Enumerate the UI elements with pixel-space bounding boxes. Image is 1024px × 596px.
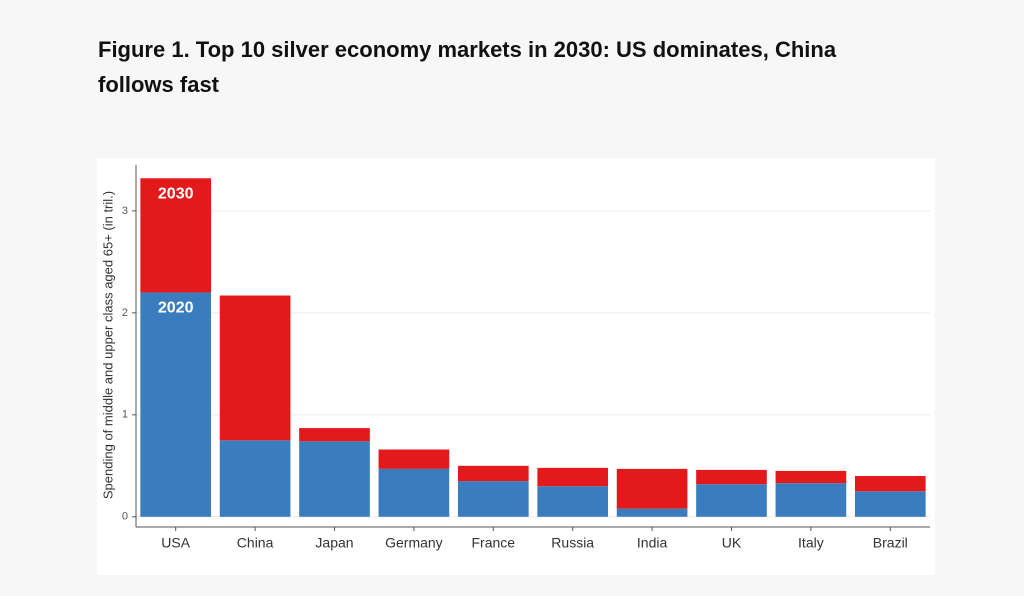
bar-segment [537,467,609,487]
x-tick-label: Germany [385,535,443,551]
bar-segment [854,491,926,517]
bar-segment [775,483,847,517]
x-tick-label: Italy [798,535,824,551]
bar-segment [854,476,926,492]
y-axis-label: Spending of middle and upper class aged … [100,191,115,499]
x-tick-label: USA [161,535,190,551]
bar-segment [219,440,291,517]
y-tick-label: 3 [122,205,128,217]
bar-segment [140,178,212,293]
x-tick-label: Japan [315,535,353,551]
bar-segment [219,295,291,441]
bar-segment [696,469,767,485]
bar-segment [140,292,212,517]
x-tick-label: France [472,535,516,551]
bar-segment [457,481,529,517]
x-tick-label: UK [722,535,742,551]
x-tick-label: China [237,535,274,551]
bar-segment [378,468,450,517]
bar-segment [616,508,688,517]
x-tick-label: Russia [551,535,594,551]
bar-segment [457,465,529,482]
bar-segment [775,470,847,484]
legend-label: 2030 [158,185,194,202]
x-tick-label: India [637,535,668,551]
chart-title: Figure 1. Top 10 silver economy markets … [98,37,837,97]
bar-segment [696,484,767,517]
bar-segment [299,441,370,517]
y-tick-label: 0 [122,511,128,523]
y-tick-label: 1 [122,409,128,421]
bar-segment [537,486,609,517]
y-tick-label: 2 [122,307,128,319]
bar-segment [299,428,370,442]
x-tick-label: Brazil [873,535,908,551]
bar-segment [616,468,688,509]
bar-segment [378,449,450,469]
legend-label: 2020 [158,300,194,317]
